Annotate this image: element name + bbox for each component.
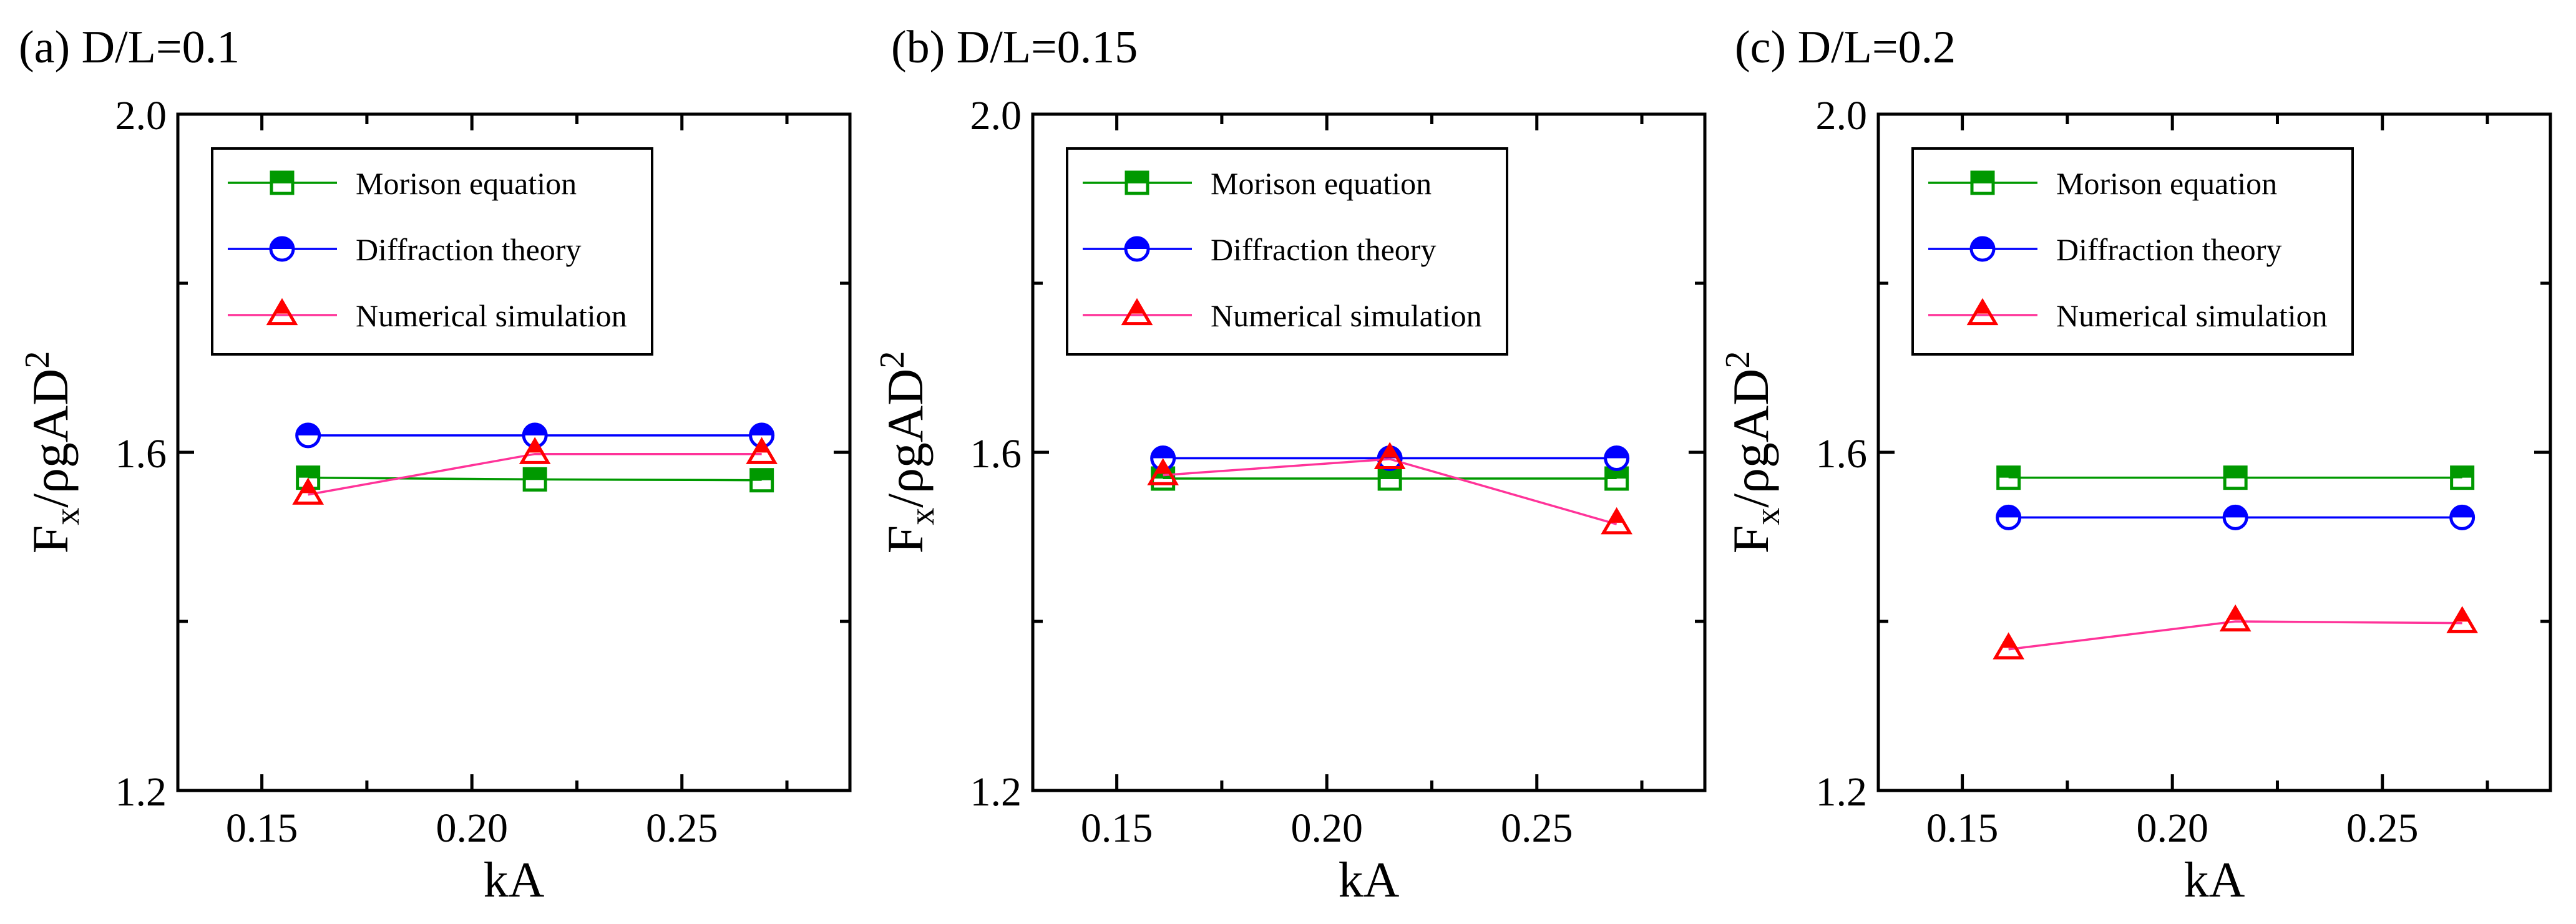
x-tick-label: 0.25	[1501, 805, 1573, 851]
series-1	[1151, 466, 1629, 491]
data-point	[1147, 458, 1179, 485]
x-tick-label: 0.25	[646, 805, 718, 851]
series-1	[1996, 465, 2475, 490]
legend-label: Diffraction theory	[1211, 232, 1436, 267]
data-point	[522, 467, 547, 492]
legend-label: Numerical simulation	[2056, 298, 2328, 333]
series-3	[292, 437, 778, 505]
chart-panel-1: (a) D/L=0.1 1.2 1.6 2.0 0.15 0.20 0.25 kA Fx/ρgA…	[18, 22, 852, 908]
y-tick-label: 1.6	[115, 431, 167, 477]
data-point	[1373, 442, 1406, 470]
legend-label: Morison equation	[2056, 166, 2277, 201]
data-point	[2450, 465, 2475, 490]
y-tick-label: 1.2	[970, 769, 1022, 815]
data-point	[2223, 465, 2248, 490]
legend-label: Diffraction theory	[2056, 232, 2281, 267]
x-axis-label: kA	[1339, 853, 1400, 908]
y-axis-label: Fx/ρgAD2	[1719, 351, 1787, 554]
legend-marker	[1121, 298, 1153, 326]
legend-label: Morison equation	[1211, 166, 1432, 201]
data-point	[2219, 604, 2252, 632]
x-tick-label: 0.20	[2136, 805, 2208, 851]
series-line	[308, 452, 762, 496]
data-point	[2446, 606, 2478, 633]
y-tick-label: 2.0	[1816, 93, 1868, 139]
y-axis-label: Fx/ρgAD2	[873, 351, 942, 554]
legend-marker	[1970, 170, 1995, 195]
chart-panel-3: (c) D/L=0.2 1.2 1.6 2.0 0.15 0.20 0.25 kA Fx/ρgA…	[1719, 22, 2552, 908]
chart-panel-2: (b) D/L=0.15 1.2 1.6 2.0 0.15 0.20 0.25 kA Fx/ρg…	[873, 22, 1707, 908]
x-tick-label: 0.15	[1081, 805, 1153, 851]
series-1	[296, 465, 774, 493]
data-point	[295, 422, 321, 449]
series-2	[1996, 504, 2476, 530]
legend-marker	[1124, 236, 1150, 262]
data-point	[519, 437, 551, 464]
series-line	[2008, 620, 2462, 651]
x-tick-label: 0.20	[436, 805, 508, 851]
x-axis-label: kA	[484, 853, 545, 908]
series-line	[1163, 458, 1617, 525]
series-2	[295, 422, 775, 449]
series-3	[1993, 604, 2478, 659]
legend-marker	[270, 170, 295, 195]
legend: Morison equation Diffraction theory Numeri…	[1911, 147, 2354, 356]
legend-label: Diffraction theory	[356, 232, 581, 267]
y-tick-label: 1.6	[1816, 431, 1868, 477]
legend-marker	[1125, 170, 1149, 195]
x-tick-label: 0.15	[1926, 805, 1999, 851]
series-3	[1147, 442, 1632, 535]
y-tick-label: 2.0	[970, 93, 1022, 139]
legend: Morison equation Diffraction theory Numeri…	[1066, 147, 1508, 356]
panel-label: (c) D/L=0.2	[1735, 22, 1956, 73]
data-point	[2222, 504, 2248, 530]
x-tick-label: 0.15	[226, 805, 298, 851]
panel-label: (a) D/L=0.1	[19, 22, 240, 73]
data-point	[1996, 465, 2021, 490]
legend-marker	[1969, 236, 1996, 262]
y-tick-label: 1.2	[1816, 769, 1868, 815]
legend-label: Numerical simulation	[1211, 298, 1482, 333]
legend-marker	[266, 298, 298, 326]
y-tick-label: 1.2	[115, 769, 167, 815]
data-point	[1604, 445, 1630, 471]
data-point	[1993, 632, 2025, 659]
x-tick-label: 0.25	[2346, 805, 2419, 851]
y-tick-label: 1.6	[970, 431, 1022, 477]
x-tick-label: 0.20	[1290, 805, 1363, 851]
x-axis-label: kA	[2184, 853, 2245, 908]
data-point	[1601, 507, 1632, 535]
y-tick-label: 2.0	[115, 93, 167, 139]
data-point	[1996, 504, 2022, 530]
legend-marker	[1966, 298, 1999, 326]
legend-label: Numerical simulation	[356, 298, 627, 333]
y-axis-label: Fx/ρgAD2	[18, 351, 87, 554]
legend: Morison equation Diffraction theory Numeri…	[211, 147, 653, 356]
data-point	[749, 468, 774, 493]
panel-label: (b) D/L=0.15	[891, 22, 1138, 73]
data-point	[292, 477, 324, 505]
legend-marker	[269, 236, 295, 262]
legend-label: Morison equation	[356, 166, 577, 201]
data-point	[2449, 504, 2476, 530]
data-point	[746, 437, 778, 464]
